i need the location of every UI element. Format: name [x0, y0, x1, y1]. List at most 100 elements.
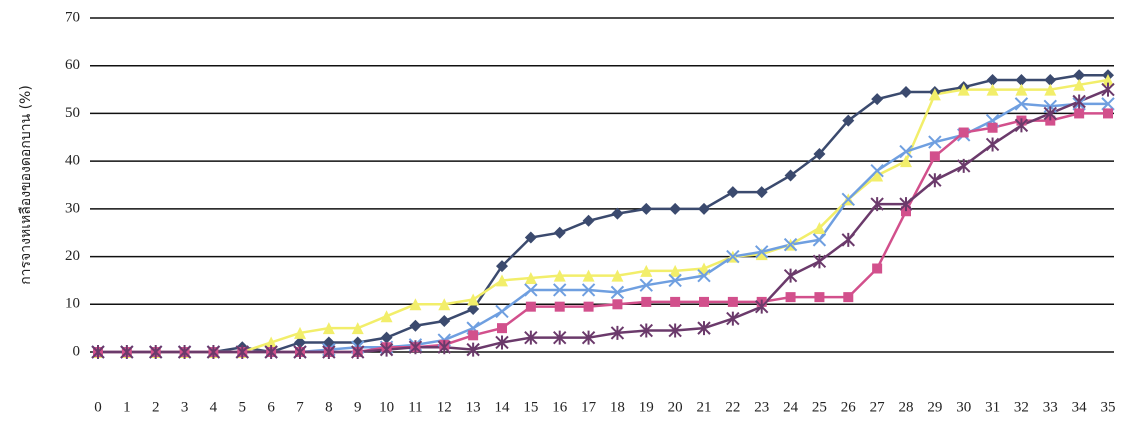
marker [177, 345, 192, 359]
marker [553, 226, 566, 239]
marker [841, 192, 855, 207]
x-tick-label: 10 [379, 399, 394, 415]
x-tick-label: 24 [783, 399, 799, 415]
x-tick-label: 28 [899, 399, 914, 415]
marker [726, 311, 740, 326]
marker [698, 202, 710, 215]
marker [872, 263, 883, 274]
marker [91, 345, 105, 359]
marker [524, 283, 538, 297]
marker [581, 283, 596, 297]
series-line [98, 74, 1108, 354]
marker [726, 249, 740, 264]
marker [206, 345, 221, 359]
series-line [98, 112, 1108, 354]
x-tick-label: 12 [437, 399, 452, 415]
marker [468, 330, 479, 341]
marker [1073, 78, 1086, 91]
x-tick-label: 0 [94, 399, 102, 415]
marker [409, 319, 422, 332]
marker [1103, 108, 1113, 119]
marker [610, 325, 625, 340]
marker [928, 88, 941, 101]
x-tick-label: 34 [1072, 399, 1088, 415]
marker [755, 299, 769, 314]
x-tick-label: 2 [152, 399, 160, 415]
x-tick-label: 1 [123, 399, 131, 415]
marker [812, 233, 827, 247]
marker [985, 137, 1000, 152]
marker [640, 264, 653, 277]
marker [957, 83, 970, 96]
marker [785, 292, 796, 303]
marker [812, 254, 827, 269]
marker [1014, 97, 1029, 111]
x-tick-label: 26 [841, 399, 857, 415]
x-tick-label: 20 [668, 399, 683, 415]
x-tick-label: 25 [812, 399, 827, 415]
marker [582, 214, 595, 227]
y-tick-label: 50 [65, 105, 80, 121]
marker [870, 163, 884, 178]
marker [438, 314, 451, 327]
y-tick-label: 10 [65, 296, 80, 312]
marker [1015, 74, 1028, 87]
y-tick-label: 70 [65, 9, 80, 25]
marker [640, 202, 653, 215]
marker [870, 197, 884, 212]
marker [899, 197, 913, 212]
marker [670, 296, 681, 307]
marker [495, 335, 509, 350]
marker [1015, 83, 1028, 96]
marker [1072, 94, 1086, 109]
y-tick-label: 30 [65, 200, 80, 216]
marker [957, 158, 971, 173]
marker [264, 345, 278, 359]
marker [755, 186, 768, 199]
marker [1073, 69, 1086, 82]
marker [553, 283, 567, 297]
marker [408, 340, 423, 355]
marker [814, 292, 825, 303]
x-tick-label: 4 [210, 399, 218, 415]
marker [755, 245, 769, 259]
x-tick-label: 19 [639, 399, 654, 415]
marker [524, 330, 538, 345]
marker [379, 342, 394, 357]
x-tick-label: 6 [267, 399, 275, 415]
y-tick-label: 60 [65, 57, 80, 73]
y-tick-label: 20 [65, 248, 80, 264]
marker [901, 206, 911, 217]
marker [1101, 97, 1115, 111]
marker [1045, 115, 1056, 126]
marker [843, 292, 854, 303]
marker [783, 237, 798, 252]
marker [699, 296, 709, 307]
x-tick-label: 14 [495, 399, 511, 415]
marker [1102, 74, 1114, 87]
marker [525, 301, 536, 312]
marker [1101, 82, 1115, 97]
marker [842, 114, 855, 127]
marker [755, 248, 768, 261]
marker [553, 269, 566, 282]
marker [929, 151, 940, 162]
marker [438, 298, 451, 311]
x-tick-label: 29 [927, 399, 942, 415]
marker [582, 269, 595, 282]
marker [987, 122, 998, 133]
marker [437, 340, 451, 355]
marker [871, 169, 884, 182]
marker [120, 345, 134, 359]
marker [265, 336, 278, 349]
marker [1074, 108, 1085, 119]
x-tick-label: 17 [581, 399, 597, 415]
marker [1044, 83, 1057, 96]
marker [668, 273, 682, 288]
marker [900, 85, 912, 98]
x-tick-label: 27 [870, 399, 886, 415]
y-tick-label: 40 [65, 153, 80, 169]
marker [611, 269, 624, 282]
x-tick-label: 22 [725, 399, 740, 415]
marker [641, 296, 652, 307]
